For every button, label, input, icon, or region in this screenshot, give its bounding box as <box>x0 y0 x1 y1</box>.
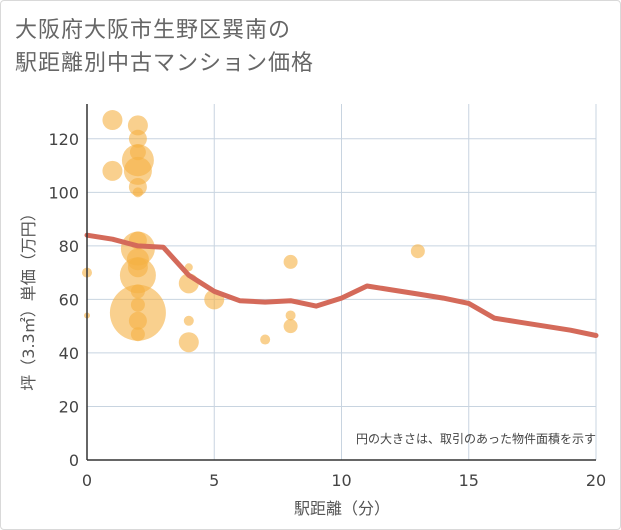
y-tick-80: 80 <box>59 237 79 256</box>
bubble-27 <box>283 254 298 269</box>
x-tick-10: 10 <box>331 471 351 490</box>
x-tick-20: 20 <box>586 471 606 490</box>
bubble-19 <box>128 311 147 330</box>
bubble-4 <box>127 115 148 136</box>
bubble-21 <box>184 263 193 272</box>
x-tick-labels: 0 5 10 15 20 <box>82 471 606 490</box>
y-tick-120: 120 <box>48 130 79 149</box>
bubble-24 <box>178 332 199 353</box>
bubble-15 <box>119 257 156 294</box>
chart-title-line1: 大阪府大阪市生野区巽南の <box>15 18 292 43</box>
grid-lines <box>87 104 597 460</box>
bubble-29 <box>283 319 298 334</box>
bubble-26 <box>260 334 271 345</box>
x-tick-15: 15 <box>459 471 479 490</box>
bubble-23 <box>183 315 194 326</box>
y-tick-20: 20 <box>59 397 79 416</box>
trend-line <box>84 232 599 338</box>
bubble-20 <box>130 327 145 342</box>
x-tick-0: 0 <box>82 471 92 490</box>
chart-title: 大阪府大阪市生野区巽南の 駅距離別中古マンション価格 <box>15 14 314 80</box>
y-tick-labels: 0 20 40 60 80 100 120 <box>48 130 79 470</box>
bubble-2 <box>102 110 123 131</box>
y-tick-0: 0 <box>69 451 79 470</box>
bubble-5 <box>128 129 147 148</box>
bubble-8 <box>123 156 152 185</box>
bubble-28 <box>285 310 296 321</box>
bubble-30 <box>410 244 425 259</box>
x-tick-5: 5 <box>209 471 219 490</box>
y-tick-100: 100 <box>48 183 79 202</box>
y-axis-label: 坪（3.3㎡）単価（万円） <box>19 205 38 390</box>
x-axis-label: 駅距離（分） <box>294 499 390 518</box>
bubble-3 <box>102 160 123 181</box>
y-tick-60: 60 <box>59 290 79 309</box>
bubble-layer <box>82 110 425 353</box>
bubble-10 <box>132 187 143 198</box>
y-tick-40: 40 <box>59 344 79 363</box>
size-note: 円の大きさは、取引のあった物件面積を示す <box>356 431 596 446</box>
chart-title-line2: 駅距離別中古マンション価格 <box>15 51 315 76</box>
